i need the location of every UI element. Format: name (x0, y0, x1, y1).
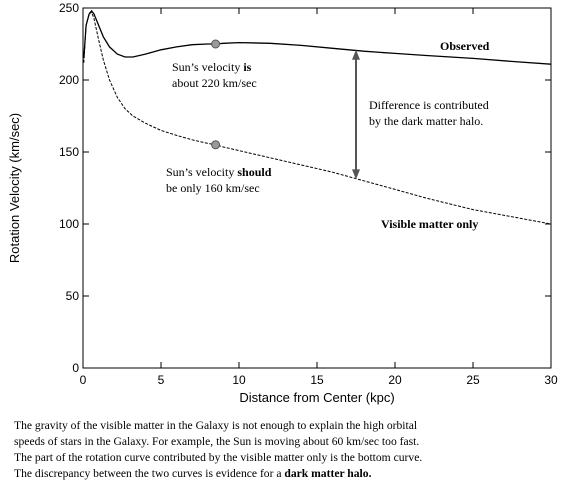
caption-line-2: speeds of stars in the Galaxy. For examp… (14, 435, 420, 448)
y-axis-label: Rotation Velocity (km/sec) (7, 113, 22, 263)
figure-caption: The gravity of the visible matter in the… (14, 418, 574, 482)
visible-matter-curve (83, 11, 552, 225)
sun-should-note-line1: Sun’s velocity should (166, 165, 272, 179)
x-tick-label: 30 (544, 373, 558, 387)
sun-should-note-line2: be only 160 km/sec (166, 181, 260, 195)
observed-curve-label: Observed (440, 39, 490, 53)
caption-line-4-text: The discrepancy between the two curves i… (14, 467, 285, 480)
x-tick-label: 0 (80, 373, 87, 387)
x-tick-label: 5 (158, 373, 165, 387)
visible-matter-curve-label: Visible matter only (381, 217, 478, 231)
arrow-head-up (352, 49, 360, 60)
y-tick-label: 200 (59, 73, 79, 87)
sun-marker (211, 39, 221, 49)
series-layer (83, 9, 552, 225)
difference-arrow (352, 49, 360, 180)
caption-line-1: The gravity of the visible matter in the… (14, 419, 418, 432)
observed-curve (83, 9, 552, 65)
difference-note-line2: by the dark matter halo. (369, 114, 483, 128)
x-axis-label: Distance from Center (kpc) (239, 390, 394, 405)
x-axis-ticks: 0 5 10 15 20 25 30 (80, 8, 558, 387)
sun-observed-note-line1: Sun’s velocity is (172, 60, 252, 74)
x-tick-label: 10 (232, 373, 246, 387)
sun-markers (211, 39, 221, 150)
caption-line-3: The part of the rotation curve contribut… (14, 451, 423, 464)
y-tick-label: 250 (59, 1, 79, 15)
y-axis-ticks: 0 50 100 150 200 250 (59, 1, 551, 375)
y-tick-label: 150 (59, 145, 79, 159)
caption-line-4: The discrepancy between the two curves i… (14, 466, 574, 482)
y-tick-label: 50 (66, 289, 80, 303)
arrow-head-down (352, 169, 360, 180)
plot-frame (82, 7, 552, 369)
sun-observed-note-line2: about 220 km/sec (172, 76, 257, 90)
x-tick-label: 25 (466, 373, 480, 387)
difference-note-line1: Difference is contributed (369, 98, 489, 112)
rotation-curve-chart: 0 5 10 15 20 25 30 0 50 100 150 200 250 Distance fr… (7, 1, 558, 405)
sun-marker (211, 140, 221, 150)
caption-dark-matter-emphasis: dark matter halo. (284, 467, 372, 480)
x-tick-label: 20 (388, 373, 402, 387)
y-tick-label: 0 (72, 361, 79, 375)
x-tick-label: 15 (310, 373, 324, 387)
y-tick-label: 100 (59, 217, 79, 231)
